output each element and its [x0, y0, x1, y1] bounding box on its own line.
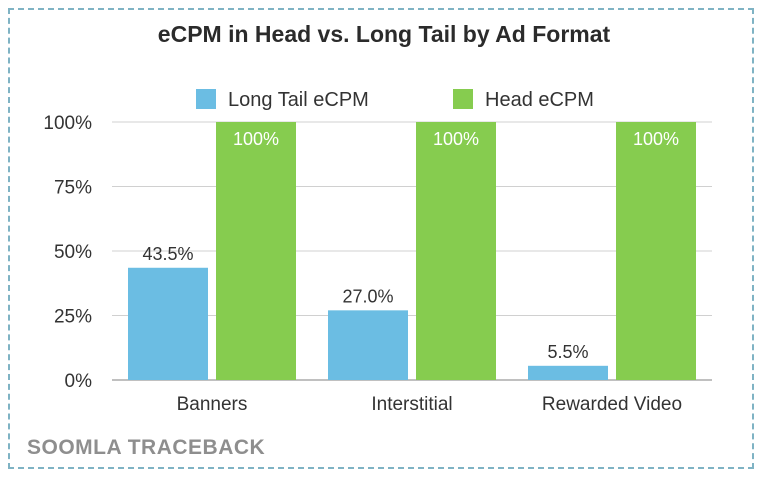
- chart-title: eCPM in Head vs. Long Tail by Ad Format: [158, 21, 611, 47]
- bar-value-label: 27.0%: [342, 286, 393, 306]
- legend-swatch: [196, 89, 216, 109]
- bar: [528, 365, 608, 380]
- legend: Long Tail eCPM Head eCPM: [196, 89, 594, 111]
- bar-value-label: 100%: [233, 129, 279, 149]
- y-axis: 0% 25% 50% 75% 100%: [43, 113, 92, 392]
- bar: [216, 122, 296, 380]
- x-category-label: Banners: [177, 394, 248, 415]
- legend-label: Head eCPM: [485, 89, 594, 111]
- bar: [328, 310, 408, 380]
- bar-value-label: 5.5%: [547, 342, 588, 362]
- brand-watermark: SOOMLA TRACEBACK: [27, 436, 265, 459]
- bar: [128, 267, 208, 380]
- bar-value-label: 100%: [433, 129, 479, 149]
- y-tick-label: 0%: [65, 371, 93, 392]
- grid: [112, 121, 712, 381]
- bar: [616, 122, 696, 380]
- y-tick-label: 50%: [54, 242, 92, 263]
- y-tick-label: 100%: [43, 113, 92, 134]
- legend-label: Long Tail eCPM: [228, 89, 369, 111]
- bar-value-label: 100%: [633, 129, 679, 149]
- bar-value-label: 43.5%: [142, 244, 193, 264]
- x-axis: Banners Interstitial Rewarded Video: [177, 394, 682, 415]
- bars: 43.5% 100% 27.0% 100% 5.5% 100%: [128, 122, 696, 380]
- y-tick-label: 25%: [54, 307, 92, 328]
- x-category-label: Interstitial: [371, 394, 452, 415]
- x-category-label: Rewarded Video: [542, 394, 682, 415]
- legend-swatch: [453, 89, 473, 109]
- bar: [416, 122, 496, 380]
- y-tick-label: 75%: [54, 178, 92, 199]
